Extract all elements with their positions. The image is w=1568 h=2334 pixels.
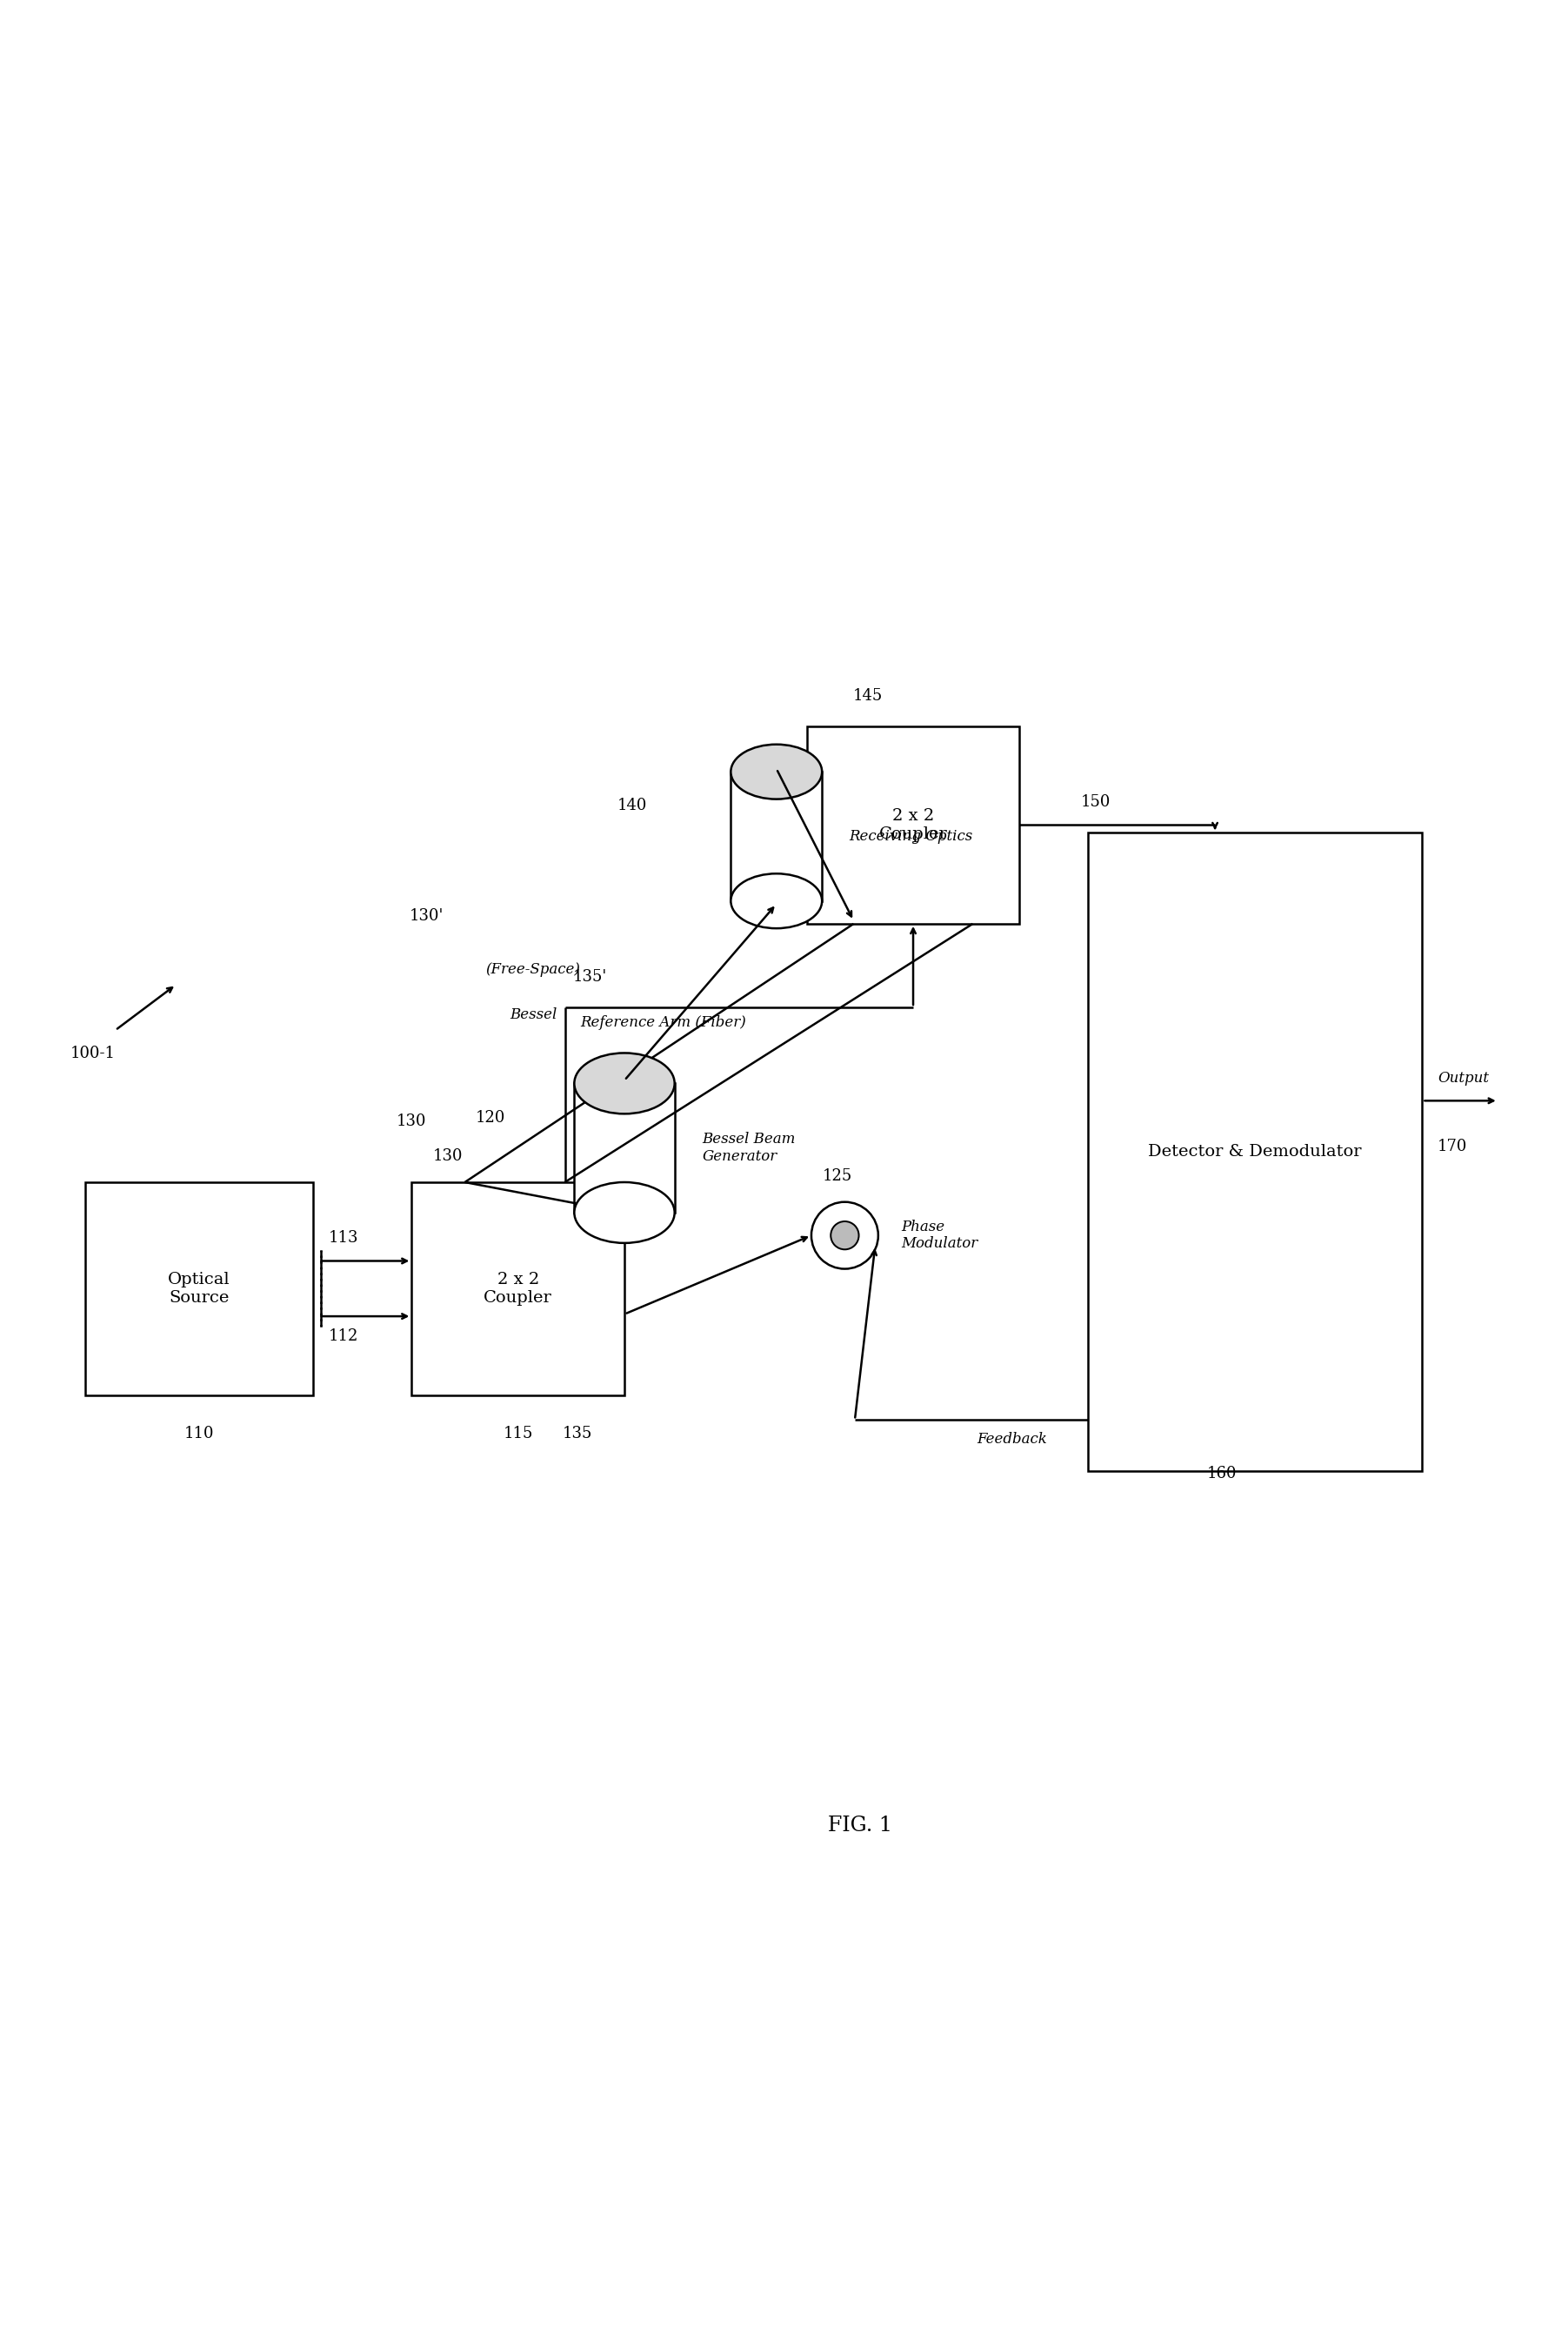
Text: 135': 135' xyxy=(572,969,607,985)
Text: Phase
Modulator: Phase Modulator xyxy=(902,1218,978,1251)
Text: FIG. 1: FIG. 1 xyxy=(828,1816,892,1837)
Text: 150: 150 xyxy=(1080,794,1110,810)
Ellipse shape xyxy=(731,873,822,929)
Text: (Free-Space): (Free-Space) xyxy=(486,962,580,978)
Text: Detector & Demodulator: Detector & Demodulator xyxy=(1148,1144,1363,1160)
Text: 145: 145 xyxy=(853,689,883,703)
Text: Bessel: Bessel xyxy=(510,1008,557,1022)
Circle shape xyxy=(811,1202,878,1270)
Bar xyxy=(412,1183,624,1396)
Bar xyxy=(85,1183,314,1396)
Text: 113: 113 xyxy=(328,1230,358,1246)
Text: 160: 160 xyxy=(1207,1466,1237,1482)
Text: 100-1: 100-1 xyxy=(71,1046,114,1062)
Text: 130: 130 xyxy=(433,1148,463,1165)
Text: 110: 110 xyxy=(183,1426,213,1440)
Bar xyxy=(1088,833,1422,1470)
Bar xyxy=(731,773,822,901)
Text: Reference Arm (Fiber): Reference Arm (Fiber) xyxy=(580,1015,746,1029)
Ellipse shape xyxy=(574,1183,674,1244)
Text: Optical
Source: Optical Source xyxy=(168,1272,230,1305)
Text: 2 x 2
Coupler: 2 x 2 Coupler xyxy=(880,808,947,843)
Text: 115: 115 xyxy=(503,1426,533,1440)
Text: 170: 170 xyxy=(1438,1139,1468,1155)
Text: 112: 112 xyxy=(328,1328,358,1344)
Bar xyxy=(574,1083,674,1214)
Text: 135: 135 xyxy=(563,1426,593,1440)
Bar xyxy=(808,726,1019,924)
Text: 125: 125 xyxy=(822,1167,851,1183)
Text: 130': 130' xyxy=(409,908,444,924)
Text: Output: Output xyxy=(1438,1071,1488,1085)
Text: Receiving Optics: Receiving Optics xyxy=(850,829,974,845)
Text: 140: 140 xyxy=(618,798,648,815)
Ellipse shape xyxy=(574,1053,674,1113)
Text: Feedback: Feedback xyxy=(977,1433,1047,1447)
Circle shape xyxy=(831,1221,859,1249)
Text: Bessel Beam
Generator: Bessel Beam Generator xyxy=(702,1132,795,1165)
Text: 2 x 2
Coupler: 2 x 2 Coupler xyxy=(485,1272,552,1305)
Text: 120: 120 xyxy=(475,1109,505,1125)
Text: 130: 130 xyxy=(397,1113,426,1130)
Ellipse shape xyxy=(731,745,822,798)
